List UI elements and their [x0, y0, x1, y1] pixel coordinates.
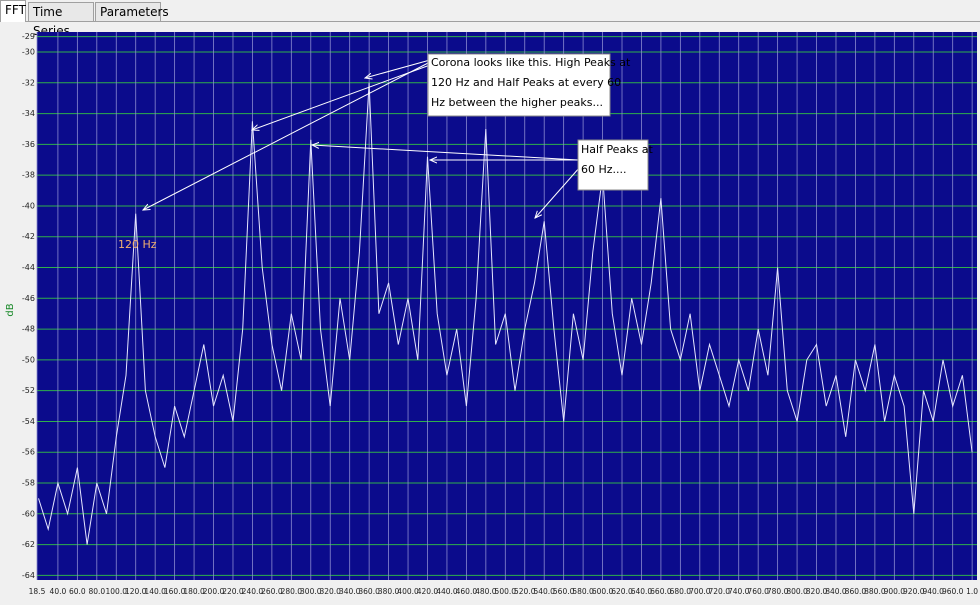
x-tick-label: 720.0: [709, 587, 731, 596]
x-tick-label: 540.0: [533, 587, 555, 596]
x-tick-label: 40.0: [50, 587, 67, 596]
x-tick-label: 960.0: [942, 587, 964, 596]
y-tick-label: -30: [22, 48, 35, 57]
x-tick-label: 260.0: [261, 587, 283, 596]
x-tick-label: 180.0: [183, 587, 205, 596]
x-tick-label: 560.0: [553, 587, 575, 596]
y-tick-label: -29: [22, 32, 35, 41]
y-tick-label: -58: [22, 479, 35, 488]
plot-area: [37, 32, 977, 580]
x-tick-label: 420.0: [417, 587, 439, 596]
y-tick-label: -50: [22, 355, 35, 364]
x-tick-label: 640.0: [631, 587, 653, 596]
annotation-box: [577, 139, 649, 191]
y-tick-label: -48: [22, 325, 35, 334]
y-axis-label: dB: [5, 303, 16, 316]
x-tick-label: 900.0: [884, 587, 906, 596]
x-tick-label: 380.0: [378, 587, 400, 596]
y-tick-label: -56: [22, 448, 35, 457]
x-tick-label: 100.0: [106, 587, 128, 596]
annotation-arrows: [143, 59, 581, 218]
x-tick-label: 160.0: [164, 587, 186, 596]
x-tick-label: 620.0: [611, 587, 633, 596]
x-tick-label: 480.0: [475, 587, 497, 596]
x-tick-label: 80.0: [88, 587, 105, 596]
y-tick-label: -62: [22, 540, 35, 549]
annotation-text: Half Peaks at: [581, 143, 654, 156]
x-tick-label: 940.0: [922, 587, 944, 596]
tab-bar: FFT Time Series Parameters: [0, 0, 980, 38]
x-tick-label: 300.0: [300, 587, 322, 596]
x-tick-label: 580.0: [572, 587, 594, 596]
y-tick-label: -32: [22, 78, 35, 87]
x-tick-label: 120.0: [125, 587, 147, 596]
annotation-box: [427, 53, 611, 117]
spectrum-line: [38, 82, 973, 545]
x-tick-label: 440.0: [436, 587, 458, 596]
x-tick-label: 320.0: [319, 587, 341, 596]
x-tick-label: 500.0: [495, 587, 517, 596]
x-tick-label: 740.0: [728, 587, 750, 596]
x-tick-label: 880.0: [864, 587, 886, 596]
x-tick-label: 600.0: [592, 587, 614, 596]
y-tick-label: -64: [22, 571, 35, 580]
x-tick-label: 18.5: [29, 587, 46, 596]
x-tick-label: 460.0: [456, 587, 478, 596]
x-tick-label: 140.0: [144, 587, 166, 596]
x-tick-label: 360.0: [358, 587, 380, 596]
x-tick-label: 200.0: [203, 587, 225, 596]
x-tick-label: 660.0: [650, 587, 672, 596]
tab[interactable]: Time Series: [28, 2, 94, 38]
x-tick-label: 780.0: [767, 587, 789, 596]
annotation-text: Hz between the higher peaks...: [431, 96, 603, 109]
x-tick-label: 680.0: [670, 587, 692, 596]
tab[interactable]: FFT: [0, 0, 26, 22]
tab[interactable]: Parameters: [95, 2, 169, 21]
y-tick-label: -46: [22, 294, 35, 303]
y-tick-label: -38: [22, 171, 35, 180]
x-tick-label: 800.0: [786, 587, 808, 596]
y-tick-label: -60: [22, 509, 35, 518]
y-tick-label: -36: [22, 140, 35, 149]
x-tick-label: 700.0: [689, 587, 711, 596]
x-tick-label: 60.0: [69, 587, 86, 596]
chart: Corona looks like this. High Peaks at 12…: [5, 32, 978, 596]
y-tick-label: -52: [22, 386, 35, 395]
annotation-text: Corona looks like this. High Peaks at: [431, 56, 631, 69]
x-tick-label: 400.0: [397, 587, 419, 596]
y-tick-label: -54: [22, 417, 35, 426]
annotation-text: 60 Hz....: [581, 163, 627, 176]
peak-label: 120 Hz: [118, 238, 157, 251]
x-tick-label: 840.0: [825, 587, 847, 596]
x-tick-label: 860.0: [845, 587, 867, 596]
x-tick-label: 240.0: [242, 587, 264, 596]
x-tick-label: 820.0: [806, 587, 828, 596]
y-tick-label: -44: [22, 263, 35, 272]
y-tick-label: -40: [22, 201, 35, 210]
y-tick-label: -34: [22, 109, 35, 118]
annotation-text: 120 Hz and Half Peaks at every 60: [431, 76, 621, 89]
x-tick-label: 220.0: [222, 587, 244, 596]
x-tick-label: 520.0: [514, 587, 536, 596]
x-tick-label: 340.0: [339, 587, 361, 596]
x-tick-label: 920.0: [903, 587, 925, 596]
y-tick-label: -42: [22, 232, 35, 241]
x-tick-label: 760.0: [747, 587, 769, 596]
x-tick-label: 1.0: [966, 587, 978, 596]
x-tick-label: 280.0: [281, 587, 303, 596]
